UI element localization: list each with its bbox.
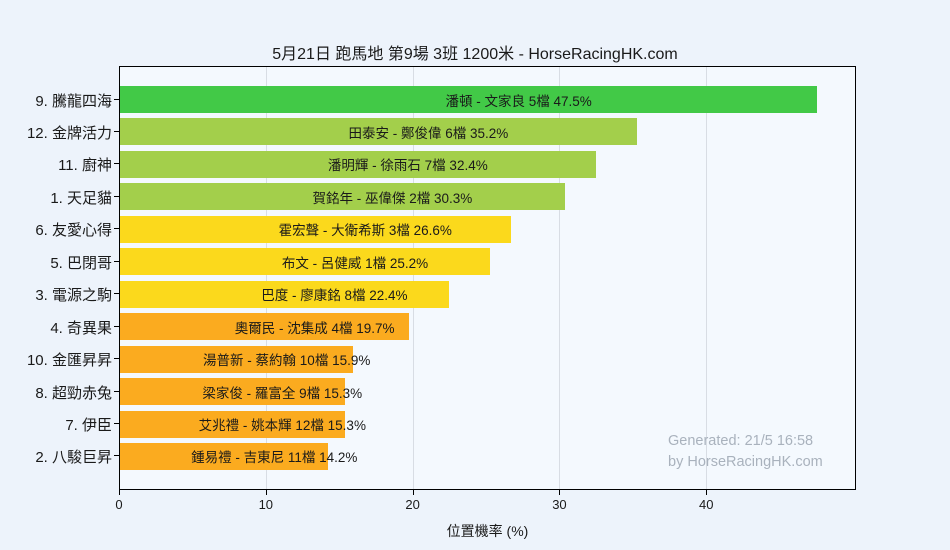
bar-label: 潘頓 - 文家良 5檔 47.5% (445, 93, 592, 109)
category-label: 10. 金匯昇昇 (26, 352, 112, 370)
bar-7. 伊臣: 艾兆禮 - 姚本輝 12檔 15.3% (120, 410, 366, 438)
x-tick-mark (412, 490, 414, 495)
bar-label: 賀銘年 - 巫偉傑 2檔 30.3% (312, 190, 473, 206)
x-tick-mark (265, 490, 267, 495)
category-label: 2. 八駿巨昇 (35, 449, 112, 467)
x-tick-mark (559, 490, 561, 495)
x-tick-label: 20 (405, 497, 420, 512)
y-tick-mark (114, 228, 119, 230)
y-tick-mark (114, 293, 119, 295)
x-tick-label: 10 (258, 497, 274, 512)
bar-12. 金牌活力: 田泰安 - 鄭俊偉 6檔 35.2% (120, 118, 637, 146)
x-tick-label: 40 (699, 497, 714, 512)
bar-label: 巴度 - 廖康銘 8檔 22.4% (261, 288, 408, 304)
x-tick-label: 30 (552, 497, 567, 512)
category-label: 7. 伊臣 (65, 417, 112, 434)
bar-label: 湯普新 - 蔡約翰 10檔 15.9% (203, 353, 371, 369)
y-tick-mark (114, 260, 119, 262)
bar-11. 廚神: 潘明輝 - 徐雨石 7檔 32.4% (120, 150, 596, 178)
y-tick-mark (114, 130, 119, 132)
y-tick-mark (114, 423, 119, 424)
x-tick-mark (706, 490, 708, 495)
y-tick-mark (114, 390, 119, 392)
category-label: 3. 電源之駒 (35, 287, 112, 305)
category-label: 1. 天足貓 (50, 189, 112, 207)
category-label: 8. 超勁赤兔 (35, 384, 112, 402)
gridline-30 (559, 67, 561, 489)
bar-label: 艾兆禮 - 姚本輝 12檔 15.3% (198, 418, 366, 433)
chart-title: 5月21日 跑馬地 第9場 3班 1200米 - HorseRacingHK.c… (272, 46, 678, 63)
bar-label: 布文 - 呂健威 1檔 25.2% (281, 255, 429, 271)
x-tick-mark (119, 490, 120, 495)
bar-8. 超勁赤兔: 梁家俊 - 羅富全 9檔 15.3% (120, 378, 362, 406)
plot-area: 潘頓 - 文家良 5檔 47.5% 田泰安 - 鄭俊偉 6檔 35.2% 潘明輝 -… (119, 66, 856, 490)
bar-label: 奧爾民 - 沈集成 4檔 19.7% (234, 320, 395, 336)
x-tick-label: 0 (115, 497, 123, 512)
y-tick-mark (114, 358, 119, 360)
category-label: 12. 金牌活力 (26, 124, 112, 142)
watermark-line1: Generated: 21/5 16:58 (668, 433, 814, 449)
bar-label: 潘明輝 - 徐雨石 7檔 32.4% (327, 158, 488, 174)
bar-label: 田泰安 - 鄭俊偉 6檔 35.2% (348, 125, 509, 141)
bar-9. 騰龍四海: 潘頓 - 文家良 5檔 47.5% (120, 86, 818, 113)
category-label: 5. 巴閉哥 (50, 254, 112, 272)
bar-label: 梁家俊 - 羅富全 9檔 15.3% (202, 385, 363, 401)
bar-label: 霍宏聲 - 大衛希斯 3檔 26.6% (278, 223, 452, 239)
y-tick-mark (114, 163, 119, 165)
bar-6. 友愛心得: 霍宏聲 - 大衛希斯 3檔 26.6% (120, 215, 511, 243)
y-tick-mark (114, 325, 119, 327)
y-tick-mark (114, 98, 119, 100)
bar-5. 巴閉哥: 布文 - 呂健威 1檔 25.2% (120, 248, 490, 276)
x-axis-title: 位置機率 (%) (446, 523, 529, 539)
bar-3. 電源之駒: 巴度 - 廖康銘 8檔 22.4% (120, 280, 449, 308)
category-label: 6. 友愛心得 (35, 222, 112, 240)
gridline-40 (706, 67, 708, 489)
y-tick-mark (114, 455, 119, 457)
watermark-line2: by HorseRacingHK.com (668, 454, 823, 470)
y-tick-mark (114, 195, 119, 197)
category-label: 9. 騰龍四海 (35, 92, 112, 110)
gridline-10 (265, 67, 267, 489)
bar-label: 鍾易禮 - 吉東尼 11檔 14.2% (191, 450, 358, 466)
bar-2. 八駿巨昇: 鍾易禮 - 吉東尼 11檔 14.2% (120, 442, 357, 470)
bar-4. 奇異果: 奧爾民 - 沈集成 4檔 19.7% (120, 313, 410, 341)
category-label: 4. 奇異果 (50, 319, 112, 337)
bar-1. 天足貓: 賀銘年 - 巫偉傑 2檔 30.3% (120, 183, 565, 211)
watermark: Generated: 21/5 16:58 by HorseRacingHK.c… (668, 431, 823, 473)
category-label: 11. 廚神 (58, 157, 112, 175)
bar-10. 金匯昇昇: 湯普新 - 蔡約翰 10檔 15.9% (120, 345, 370, 373)
gridline-20 (412, 67, 414, 489)
